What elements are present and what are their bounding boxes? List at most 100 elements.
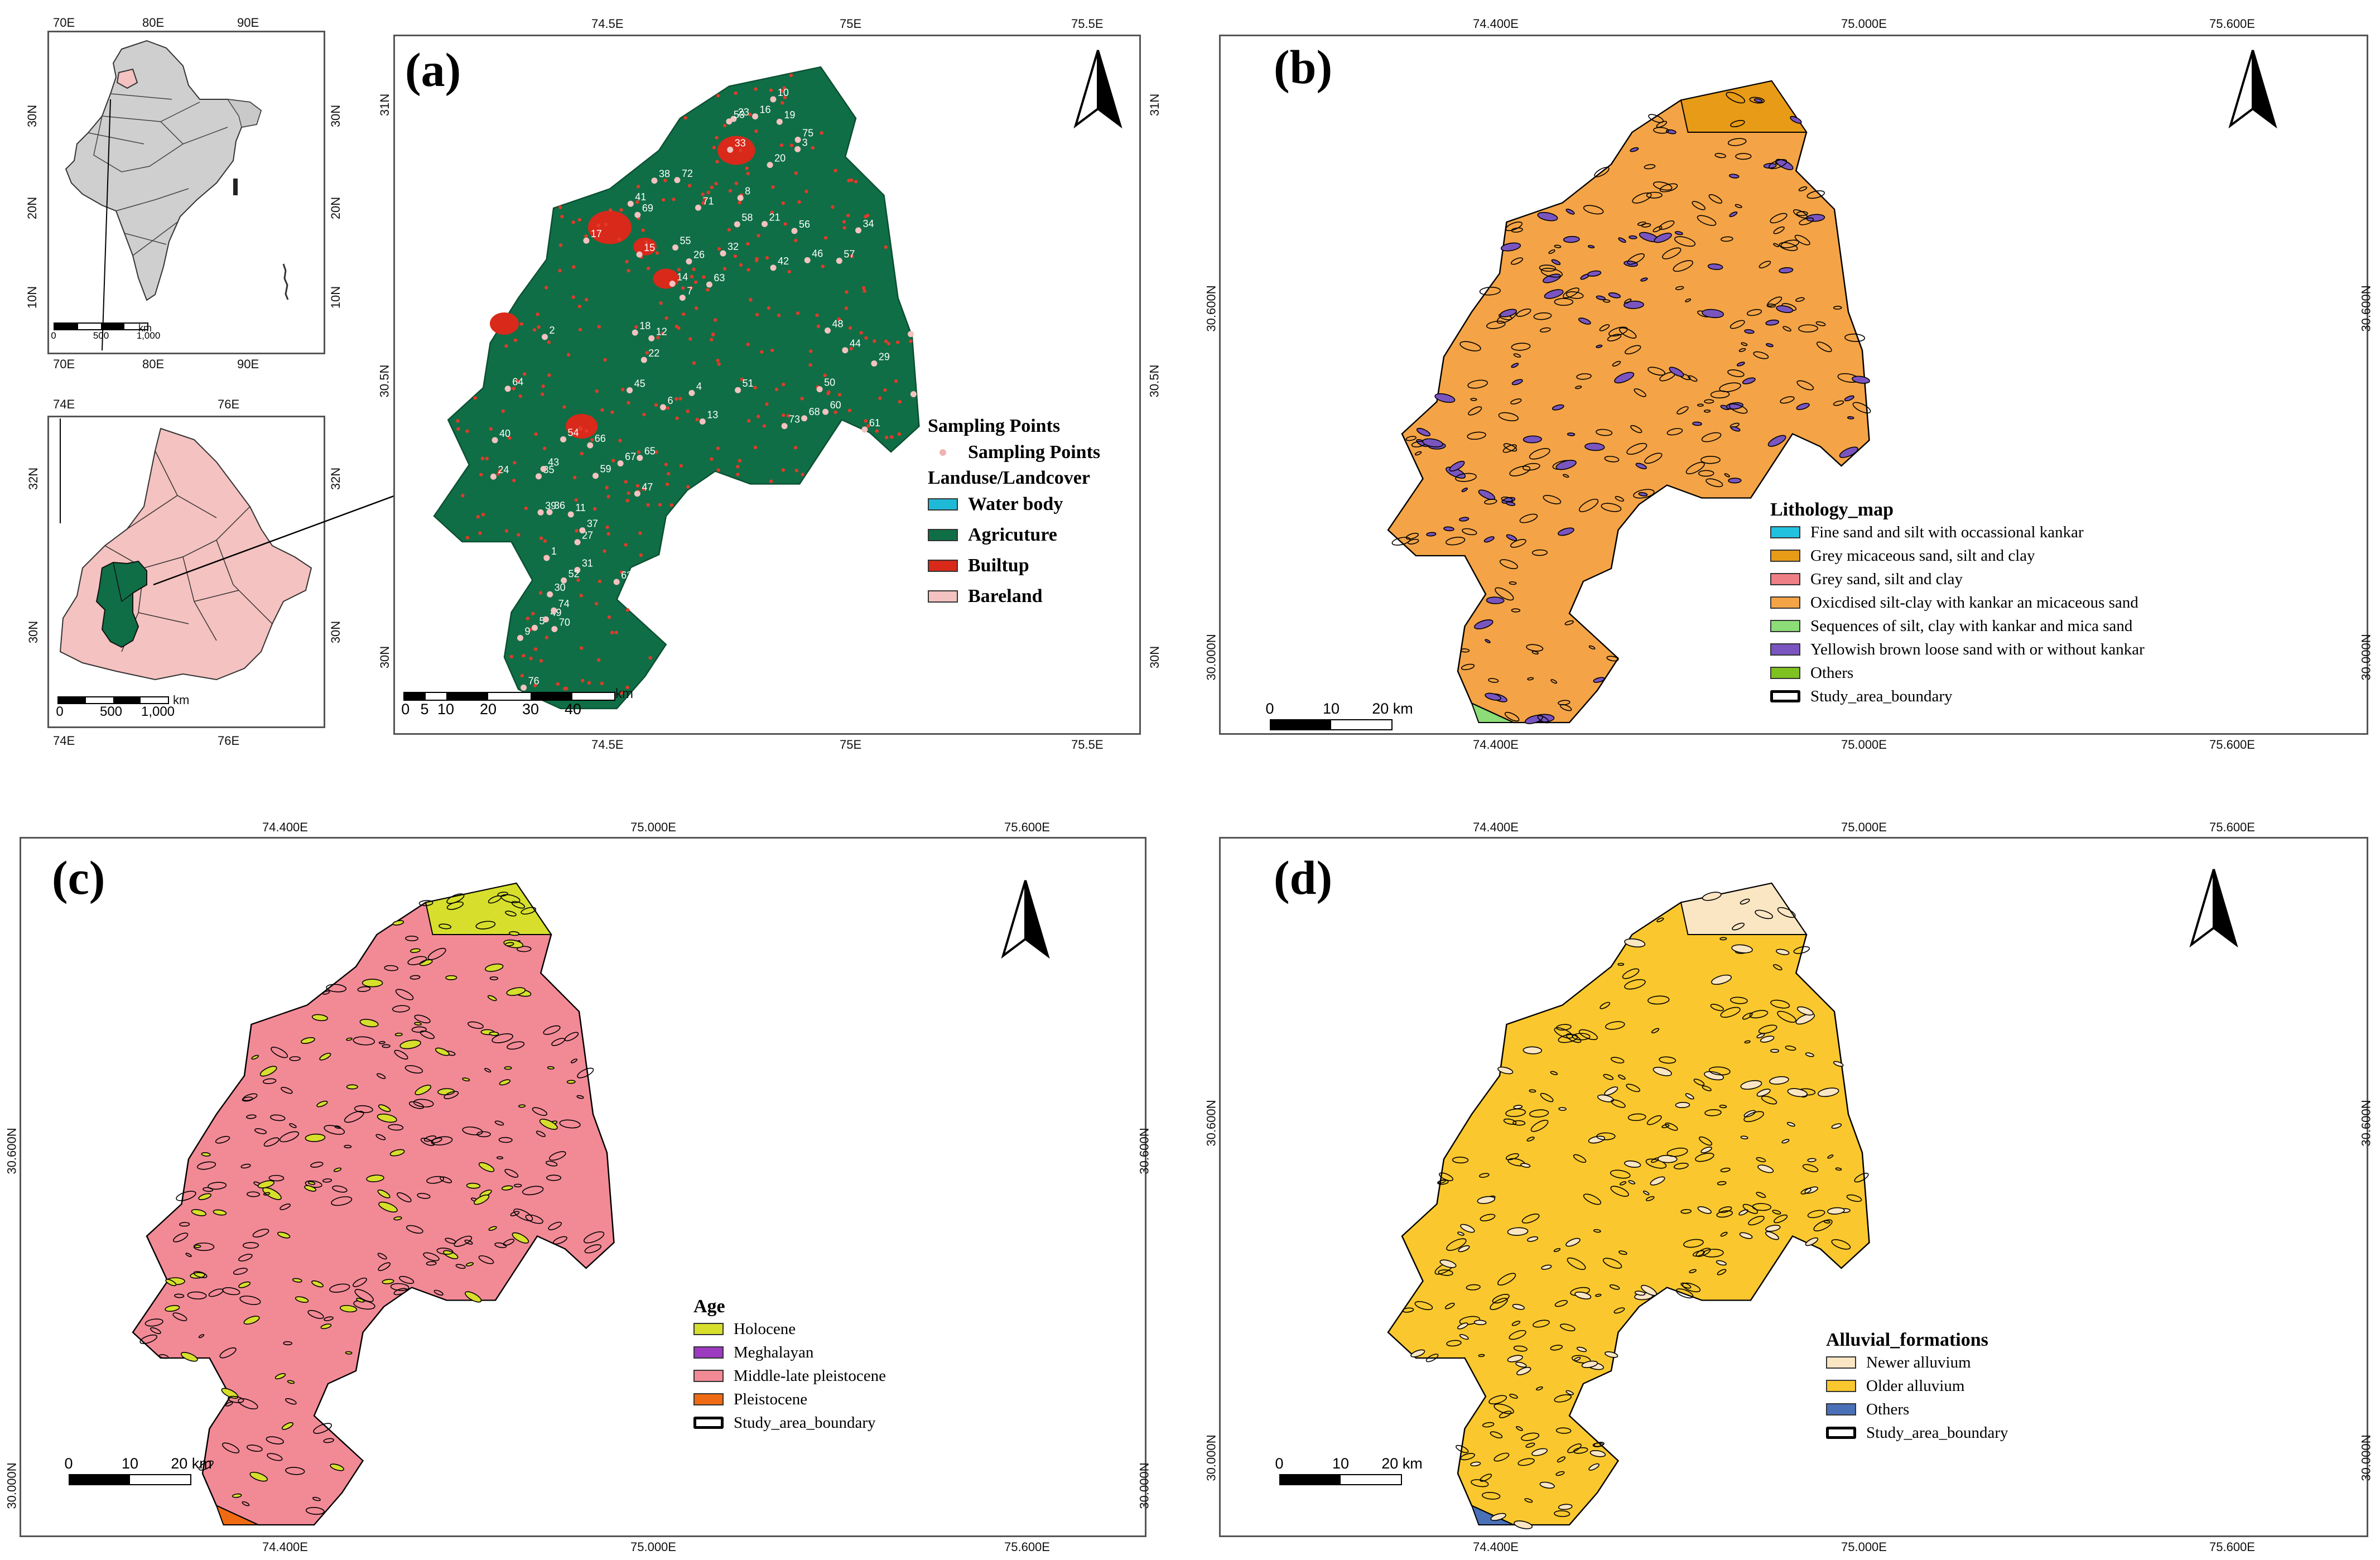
grid-point xyxy=(656,335,660,340)
sampling-point xyxy=(561,577,567,584)
grid-point xyxy=(489,427,493,431)
legend-label: Bareland xyxy=(968,586,1043,606)
legend-item: Holocene xyxy=(693,1317,886,1341)
grid-point xyxy=(637,450,641,454)
grid-point xyxy=(842,220,846,224)
sampling-point xyxy=(824,327,831,334)
sampling-point-number: 8 xyxy=(745,186,750,197)
sampling-point-number: 15 xyxy=(644,242,655,253)
legend-swatch xyxy=(1770,643,1800,656)
map-patches xyxy=(139,892,605,1515)
landuse-map: 1234567891011121314151617181920212223242… xyxy=(395,36,1139,733)
sampling-point-number: 66 xyxy=(595,433,606,444)
grid-point xyxy=(844,306,849,310)
panel-b-bottom-tick: 75.600E xyxy=(2209,738,2255,752)
panel-label: (c) xyxy=(52,851,105,904)
grid-point xyxy=(595,389,599,393)
legend-label: Yellowish brown loose sand with or witho… xyxy=(1810,641,2145,658)
panel-a-bottom-tick: 74.5E xyxy=(591,738,624,752)
punjab-left-tick: 30N xyxy=(26,620,41,644)
legend-label: Sampling Points xyxy=(968,442,1101,463)
sampling-point xyxy=(871,360,878,367)
panel-d-left-tick: 30.000N xyxy=(1204,1434,1218,1481)
sampling-point xyxy=(855,227,862,234)
grid-point xyxy=(711,333,715,337)
legend-swatch xyxy=(693,1346,724,1359)
sampling-point xyxy=(579,527,586,534)
grid-point xyxy=(789,143,794,147)
grid-point xyxy=(779,143,784,147)
grid-point xyxy=(895,340,900,344)
sampling-point-number: 51 xyxy=(743,378,754,389)
panel-c-bottom-tick: 74.400E xyxy=(262,1540,308,1554)
grid-point xyxy=(815,313,819,317)
legend-swatch xyxy=(1770,526,1800,538)
grid-point xyxy=(771,185,775,189)
scale-label: 20 km xyxy=(1372,700,1413,717)
sampling-point xyxy=(651,177,658,184)
sampling-point-number: 32 xyxy=(728,241,739,252)
sampling-point xyxy=(541,334,548,340)
sampling-point xyxy=(730,115,737,122)
alluvial-legend: Alluvial_formations Newer alluvium Older… xyxy=(1826,1330,2008,1445)
punjab-top-tick: 76E xyxy=(218,397,240,411)
legend-swatch xyxy=(1826,1356,1856,1369)
scale-label: 20 km xyxy=(171,1455,212,1472)
grid-point xyxy=(769,88,773,92)
grid-point xyxy=(642,412,646,417)
panel-c-right-tick: 30.600N xyxy=(1137,1128,1152,1174)
sampling-point-number: 44 xyxy=(850,338,861,349)
grid-point xyxy=(592,507,597,511)
grid-point xyxy=(693,280,698,284)
map-region xyxy=(1680,80,1808,133)
grid-point xyxy=(625,685,629,690)
sampling-point-number: 29 xyxy=(879,352,890,363)
sampling-point-number: 11 xyxy=(575,502,586,513)
scale-label: 1,000 xyxy=(136,330,161,341)
grid-point xyxy=(873,339,876,343)
legend-label: Newer alluvium xyxy=(1866,1354,1971,1371)
grid-point xyxy=(572,475,577,480)
sampling-point xyxy=(637,455,643,461)
panel-d-top-tick: 75.000E xyxy=(1841,820,1887,834)
sampling-point xyxy=(669,281,676,287)
grid-point xyxy=(701,192,705,196)
scale-label: 10 xyxy=(1322,700,1340,717)
grid-point xyxy=(512,387,515,391)
grid-point xyxy=(777,313,781,317)
grid-point xyxy=(618,237,622,242)
sampling-point xyxy=(804,257,811,263)
builtup-patch xyxy=(490,312,519,335)
sampling-point-number: 27 xyxy=(582,530,593,541)
sampling-point xyxy=(537,509,544,516)
sampling-point xyxy=(672,244,679,251)
sampling-point-number: 68 xyxy=(809,406,820,417)
legend-swatch xyxy=(1770,573,1800,585)
grid-point xyxy=(465,536,470,540)
grid-point xyxy=(513,461,517,465)
north-arrow xyxy=(1001,880,1050,959)
sampling-point xyxy=(567,511,574,518)
grid-point xyxy=(522,372,527,376)
sampling-point-icon xyxy=(928,446,958,459)
grid-point xyxy=(781,382,786,387)
sampling-point-number: 43 xyxy=(548,457,559,468)
grid-point xyxy=(456,419,460,423)
sampling-point-number: 75 xyxy=(802,128,813,139)
grid-point xyxy=(794,469,798,473)
grid-point xyxy=(837,393,842,397)
panel-a-right-tick: 31N xyxy=(1148,93,1162,117)
grid-point xyxy=(754,87,758,91)
sampling-point-number: 7 xyxy=(687,286,692,297)
legend-swatch xyxy=(1770,667,1800,679)
sampling-point-number: 64 xyxy=(512,377,523,388)
grid-point xyxy=(635,200,639,204)
grid-point xyxy=(624,543,628,547)
panel-b-bottom-tick: 74.400E xyxy=(1473,738,1519,752)
sampling-point-number: 14 xyxy=(677,272,688,283)
india-scale-bar: 0 500 1,000 xyxy=(51,322,160,347)
grid-point xyxy=(563,687,567,691)
grid-point xyxy=(890,435,894,439)
scale-label: 0 xyxy=(64,1455,73,1472)
scale-unit: km xyxy=(173,693,190,707)
